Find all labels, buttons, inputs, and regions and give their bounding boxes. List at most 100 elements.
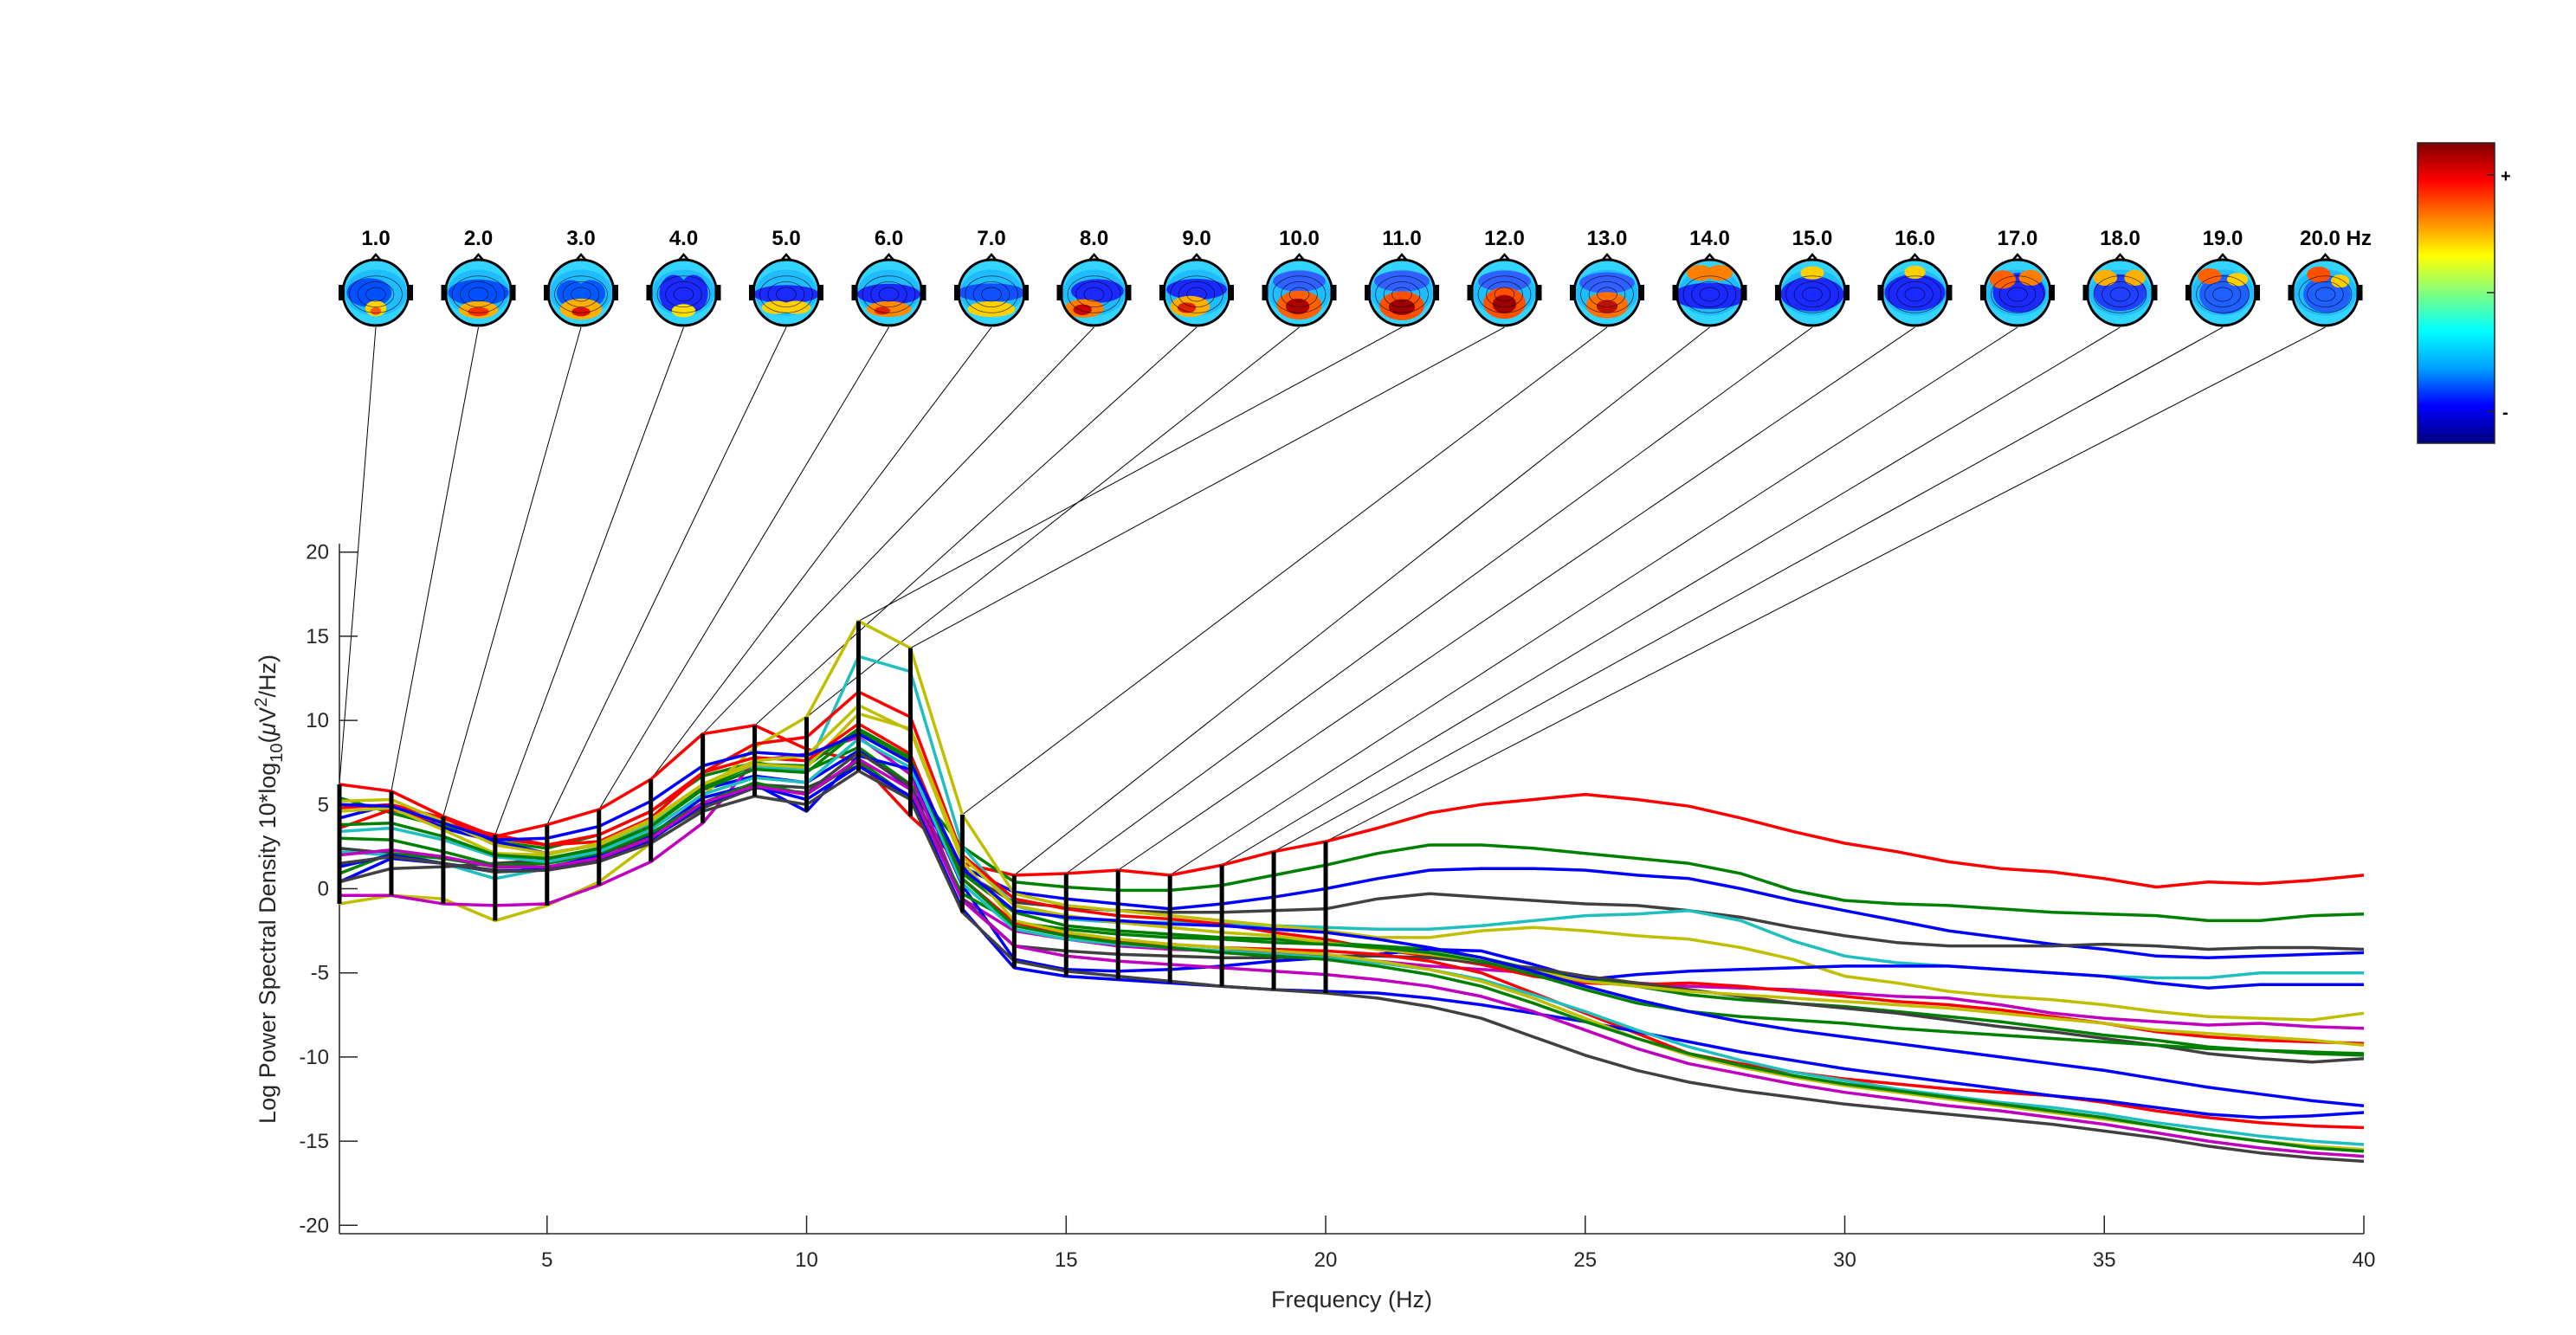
topo-blob [1478, 270, 1531, 292]
topo-map-11: 11.0 [1365, 227, 1439, 327]
topo-blob [1800, 266, 1824, 280]
topo-connector-17 [1169, 326, 2018, 876]
topo-blobs [652, 269, 715, 318]
topo-blob [2307, 266, 2331, 283]
topo-head-outline [1265, 258, 1333, 327]
topo-contour [1785, 275, 1839, 313]
y-axis-label: Log Power Spectral Density 10*log10(μV2/… [252, 655, 287, 1124]
topo-blob [468, 306, 489, 317]
topo-head-outline [1572, 258, 1642, 327]
colorbar-gradient [2417, 142, 2495, 444]
psd-series-line-4 [339, 764, 2365, 951]
topo-connector-12 [910, 326, 1505, 648]
topo-blobs [1780, 266, 1844, 316]
topo-contour [1281, 281, 1318, 308]
topo-blob [1285, 298, 1310, 315]
topo-blobs [857, 269, 920, 318]
topo-contour [1494, 287, 1515, 302]
topo-blob [346, 278, 392, 307]
topo-blobs [1165, 269, 1229, 318]
topo-contour [656, 275, 711, 313]
topo-head-outline [1060, 258, 1128, 327]
topo-contour [1793, 281, 1831, 308]
topo-nose [1703, 253, 1716, 261]
topo-nose [677, 253, 690, 261]
topo-nose [370, 253, 382, 261]
topo-head-outline [1983, 258, 2052, 327]
topo-frequency-label: 15.0 [1792, 227, 1833, 250]
spectrum-axes: -20 -15 -10 -5 0 5 10 15 20 5 10 15 20 25 30 35 40 [299, 541, 2375, 1272]
topo-map-18: 18.0 [2082, 227, 2158, 327]
topo-blob [1177, 302, 1197, 313]
psd-series-line-21 [339, 732, 2365, 1108]
topo-head-outline [855, 258, 923, 327]
topo-frequency-label: 3.0 [566, 227, 595, 250]
topo-head-outline [2086, 258, 2154, 327]
topo-nose [1806, 253, 1818, 261]
topo-map-5: 5.0 [749, 227, 823, 327]
topo-contour [2007, 287, 2028, 302]
topo-contour [571, 287, 591, 302]
topo-nose [1088, 253, 1101, 261]
topo-head-outline [2291, 258, 2360, 327]
topo-blobs [1473, 269, 1536, 319]
topo-connector-9 [754, 326, 1198, 726]
y-axis-label-v: V [255, 707, 281, 723]
topo-connector-13 [962, 326, 1608, 816]
topo-head-outline [1470, 258, 1539, 327]
topo-nose [472, 253, 485, 261]
topo-head-outline [649, 258, 718, 327]
topo-frequency-label: 17.0 [1998, 227, 2038, 250]
topo-nose [1601, 253, 1613, 261]
topo-blob [2330, 274, 2350, 288]
topo-contour [1083, 287, 1105, 302]
topo-blob [1166, 279, 1227, 300]
topo-blob [448, 279, 509, 306]
topo-connector-lines [339, 326, 2326, 876]
topo-connector-20 [1325, 326, 2326, 842]
topo-head-outline [752, 258, 821, 327]
topo-blobs [1883, 265, 1947, 316]
topo-connector-4 [494, 326, 684, 835]
x-tick-label: 30 [1833, 1248, 1856, 1272]
topo-blob [1374, 270, 1430, 292]
topo-contour [981, 287, 1002, 302]
psd-series-line-14 [339, 722, 2365, 1130]
topo-blob [1596, 300, 1618, 313]
topo-head-outline [2188, 258, 2257, 327]
colorbar-minus-label: - [2502, 403, 2508, 422]
topo-contour [870, 281, 907, 308]
topo-contour [1896, 281, 1934, 308]
topo-head-outline [1162, 258, 1231, 327]
topo-blob [781, 300, 811, 314]
topo-head-outline [1367, 258, 1436, 327]
topo-contour [562, 281, 600, 308]
topo-contour [965, 275, 1018, 313]
psd-series [339, 619, 2365, 1164]
x-tick-label: 40 [2353, 1248, 2376, 1272]
topo-nose [2011, 253, 2024, 261]
topo-connector-1 [339, 326, 377, 785]
topo-blobs [2294, 266, 2357, 316]
topo-map-10: 10.0 [1262, 227, 1337, 327]
topo-frequency-label: 19.0 [2203, 227, 2244, 250]
topo-contour [1802, 287, 1823, 302]
y-axis-label-sup: 2 [252, 698, 271, 707]
topo-connector-15 [1065, 326, 1813, 874]
frequency-markers [337, 621, 1328, 994]
topo-map-6: 6.0 [851, 227, 926, 327]
topo-contour [665, 281, 702, 308]
topo-connector-16 [1117, 326, 1915, 871]
topo-map-13: 13.0 [1570, 227, 1644, 327]
topo-blob [671, 304, 696, 318]
topo-blobs [2191, 268, 2255, 316]
topo-blob [2198, 268, 2222, 285]
topo-contour [1288, 287, 1310, 302]
topo-contour [2109, 287, 2131, 302]
topo-contour [365, 287, 386, 302]
topo-map-12: 12.0 [1467, 227, 1542, 327]
topo-contour [767, 281, 805, 308]
topo-blobs [959, 269, 1024, 318]
topo-head-outline [444, 258, 513, 327]
